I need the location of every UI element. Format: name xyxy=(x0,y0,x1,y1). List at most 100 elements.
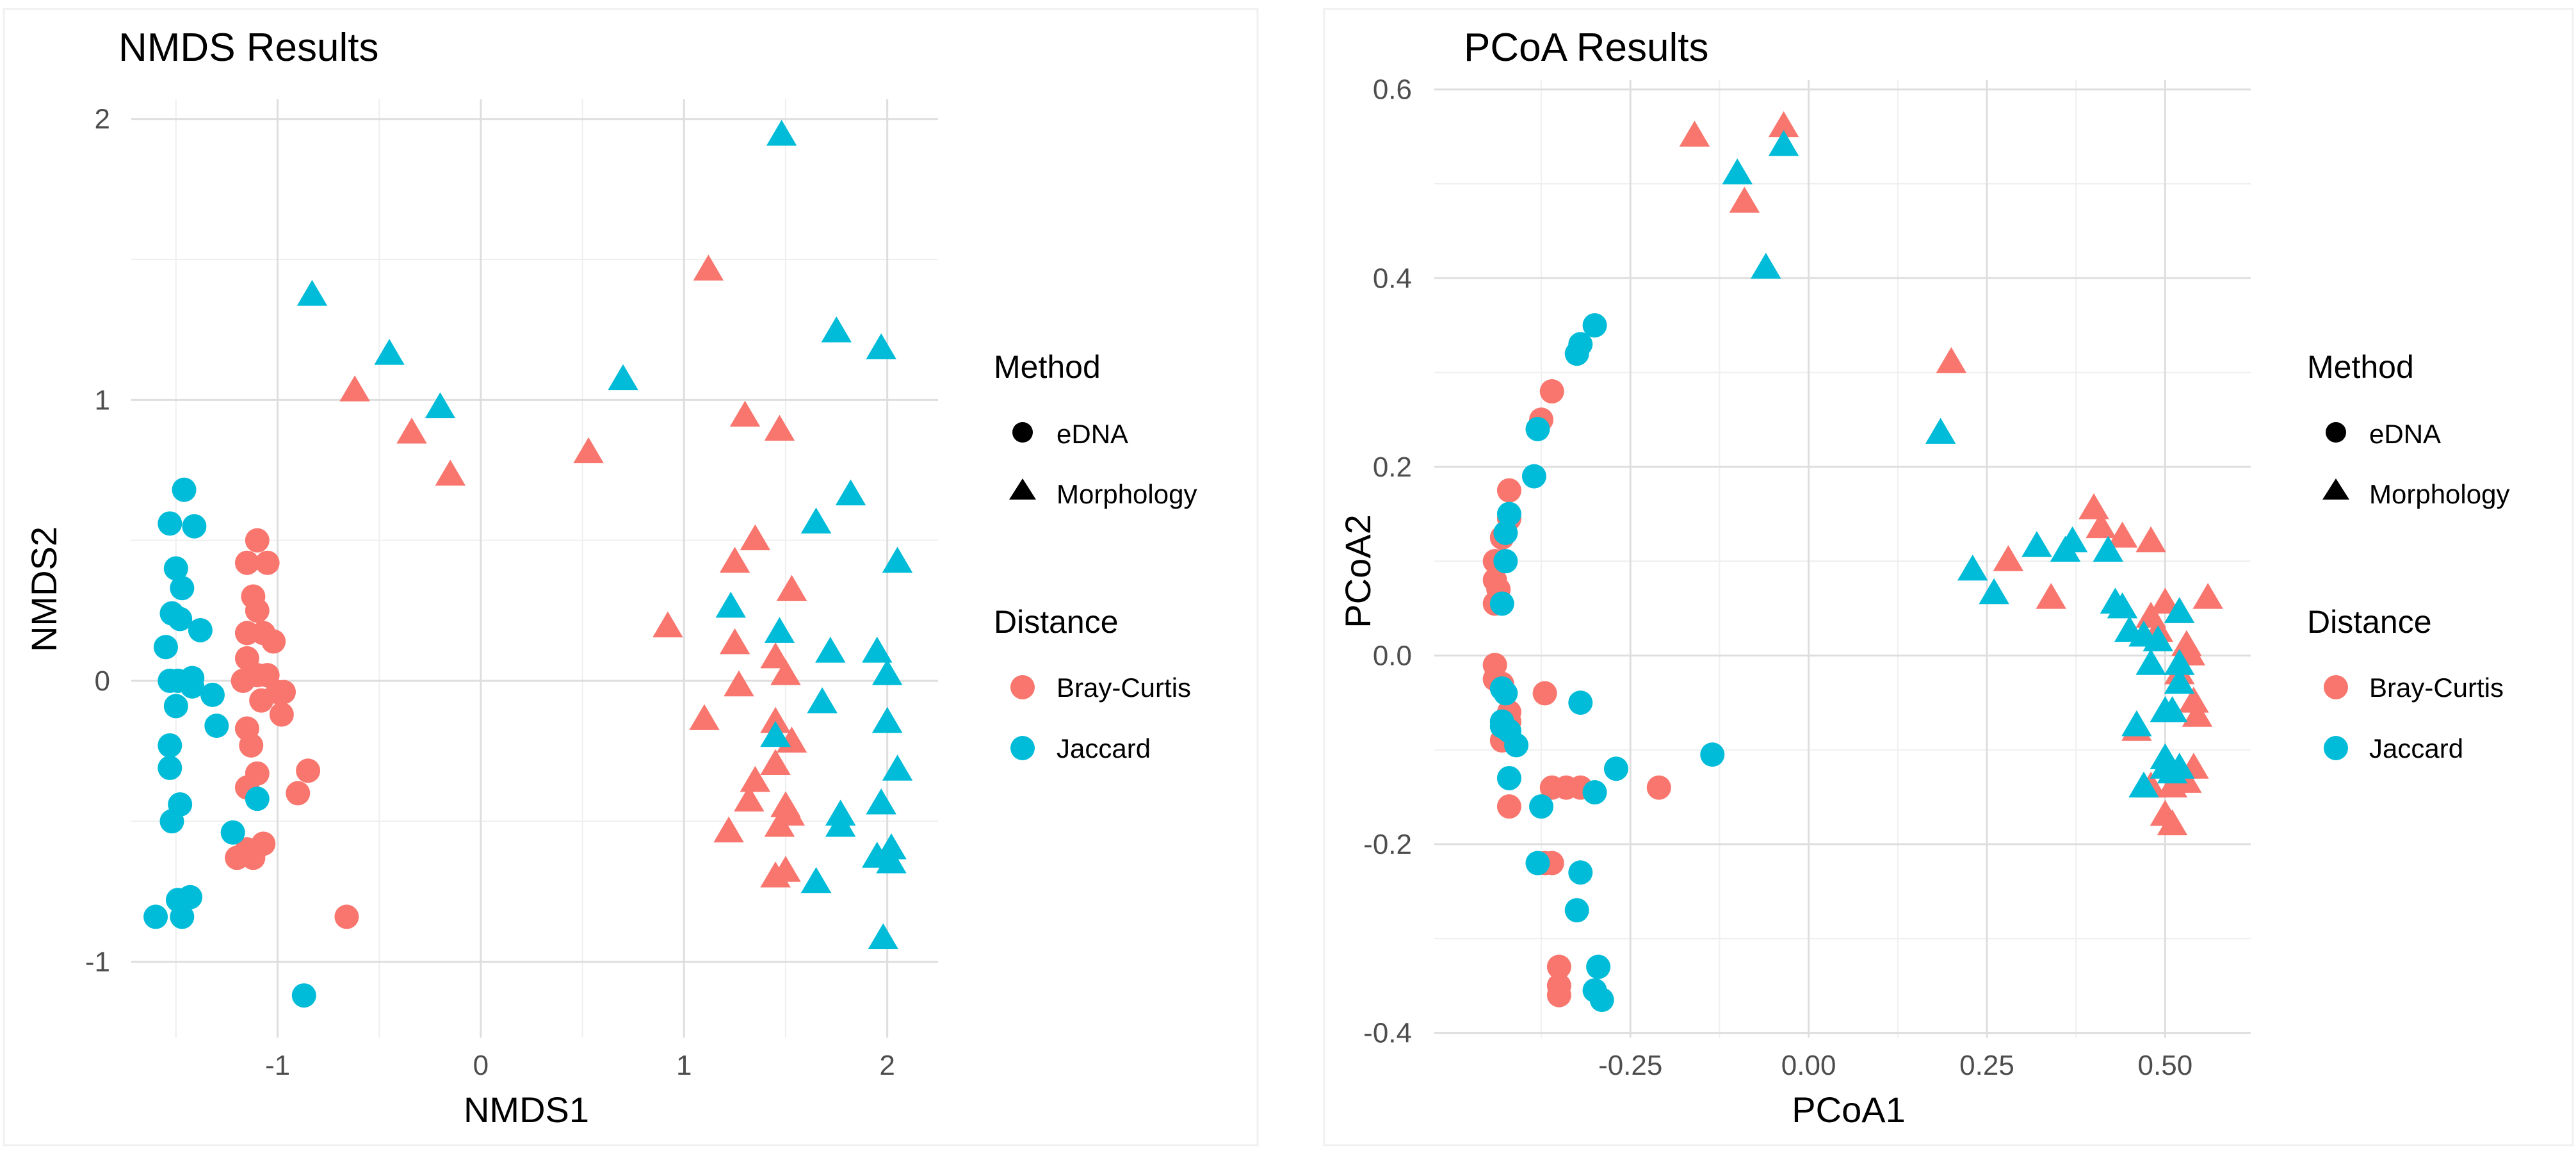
nmds-y-tick-label: 1 xyxy=(95,384,110,416)
pcoa-point-bray-curtis-edna xyxy=(1532,681,1557,706)
nmds-point-bray-curtis-edna xyxy=(241,845,266,870)
pcoa-point-bray-curtis-morphology xyxy=(2135,526,2166,553)
nmds-legend-jaccard-label: Jaccard xyxy=(1057,733,1151,763)
pcoa-point-bray-curtis-morphology xyxy=(2157,771,2188,798)
nmds-point-jaccard-morphology xyxy=(821,316,852,343)
nmds-point-jaccard-edna xyxy=(168,607,193,632)
nmds-legend-method-title: Method xyxy=(994,349,1101,385)
nmds-legend-bray-curtis-label: Bray-Curtis xyxy=(1057,673,1191,703)
pcoa-point-jaccard-edna xyxy=(1489,714,1514,738)
nmds-point-bray-curtis-morphology xyxy=(719,628,750,655)
nmds-point-bray-curtis-morphology xyxy=(689,704,720,730)
nmds-point-jaccard-morphology xyxy=(766,120,797,146)
nmds-point-jaccard-morphology xyxy=(862,842,893,868)
pcoa-point-bray-curtis-edna xyxy=(1496,794,1521,819)
nmds-y-axis-label: NMDS2 xyxy=(24,526,64,652)
nmds-point-jaccard-edna xyxy=(159,809,184,834)
nmds-x-tick-label: 0 xyxy=(473,1050,489,1081)
pcoa-x-axis-label: PCoA1 xyxy=(1792,1089,1905,1130)
nmds-point-bray-curtis-edna xyxy=(245,598,270,623)
pcoa-point-jaccard-edna xyxy=(1521,464,1546,489)
pcoa-point-jaccard-morphology xyxy=(1979,578,2009,605)
nmds-point-jaccard-edna xyxy=(220,820,245,845)
pcoa-point-jaccard-edna xyxy=(1568,860,1593,885)
nmds-x-tick-label: 1 xyxy=(676,1050,692,1081)
pcoa-panel-border xyxy=(1323,8,2574,1146)
pcoa-point-jaccard-edna xyxy=(1564,341,1589,366)
pcoa-y-tick-label: -0.2 xyxy=(1363,829,1412,860)
pcoa-points xyxy=(1482,111,2223,1013)
pcoa-point-jaccard-morphology xyxy=(2135,649,2166,675)
pcoa-x-tick-label: 0.00 xyxy=(1781,1050,1836,1081)
nmds-point-jaccard-edna xyxy=(170,904,195,929)
nmds-point-jaccard-edna xyxy=(200,682,225,707)
nmds-point-bray-curtis-edna xyxy=(245,528,270,553)
nmds-point-jaccard-edna xyxy=(182,514,207,539)
pcoa-point-jaccard-edna xyxy=(1493,549,1518,574)
pcoa-point-jaccard-edna xyxy=(1496,502,1521,526)
pcoa-point-jaccard-edna xyxy=(1582,313,1607,338)
nmds-point-bray-curtis-morphology xyxy=(396,417,427,444)
nmds-points xyxy=(143,120,913,1008)
nmds-point-bray-curtis-morphology xyxy=(764,811,795,837)
pcoa-legend-circle-key xyxy=(2326,422,2346,443)
pcoa-y-tick-label: 0.0 xyxy=(1373,640,1412,671)
pcoa-point-jaccard-morphology xyxy=(2164,667,2195,694)
nmds-point-bray-curtis-edna xyxy=(296,758,321,783)
nmds-point-bray-curtis-morphology xyxy=(740,765,771,792)
nmds-point-bray-curtis-morphology xyxy=(729,400,761,427)
pcoa-point-bray-curtis-edna xyxy=(1646,775,1671,800)
nmds-panel: NMDS Results -1 0 1 2 -1 0 1 2 NMDS1 NMDS2 Meth… xyxy=(3,8,1259,1146)
pcoa-point-jaccard-edna xyxy=(1504,733,1529,758)
nmds-point-jaccard-morphology xyxy=(866,333,896,359)
pcoa-point-bray-curtis-morphology xyxy=(2157,809,2188,836)
pcoa-point-bray-curtis-morphology xyxy=(1679,120,1710,147)
nmds-y-tick-label: 2 xyxy=(95,104,110,135)
nmds-point-bray-curtis-edna xyxy=(249,688,274,713)
nmds-point-jaccard-morphology xyxy=(835,479,866,505)
pcoa-x-tick-label: 0.50 xyxy=(2138,1050,2193,1081)
nmds-point-bray-curtis-edna xyxy=(231,668,255,693)
pcoa-point-jaccard-edna xyxy=(1700,742,1725,767)
nmds-point-jaccard-morphology xyxy=(825,811,856,837)
pcoa-point-jaccard-morphology xyxy=(2093,535,2124,562)
pcoa-point-jaccard-morphology xyxy=(2164,597,2195,623)
nmds-point-jaccard-edna xyxy=(163,556,188,581)
nmds-point-jaccard-morphology xyxy=(374,339,405,365)
pcoa-point-bray-curtis-edna xyxy=(1546,983,1571,1007)
nmds-point-jaccard-morphology xyxy=(868,923,899,949)
nmds-point-bray-curtis-morphology xyxy=(760,642,791,669)
nmds-point-jaccard-morphology xyxy=(871,706,903,733)
pcoa-point-jaccard-edna xyxy=(1496,765,1521,790)
pcoa-point-jaccard-edna xyxy=(1589,988,1614,1013)
pcoa-legend-bray-curtis-label: Bray-Curtis xyxy=(2369,673,2504,703)
pcoa-point-bray-curtis-morphology xyxy=(2107,521,2138,548)
nmds-x-tick-label: -1 xyxy=(265,1050,290,1081)
pcoa-legend-triangle-key xyxy=(2322,478,2349,500)
nmds-point-jaccard-morphology xyxy=(871,659,903,685)
pcoa-y-tick-label: -0.4 xyxy=(1363,1018,1412,1049)
pcoa-point-jaccard-edna xyxy=(1582,780,1607,805)
nmds-point-jaccard-morphology xyxy=(800,507,832,534)
nmds-legend: Method eDNA Morphology Distance Bray-Cur… xyxy=(994,349,1197,763)
nmds-point-jaccard-morphology xyxy=(760,721,791,747)
nmds-point-bray-curtis-morphology xyxy=(652,611,683,638)
pcoa-point-jaccard-morphology xyxy=(2121,710,2152,737)
nmds-y-tick-label: 0 xyxy=(95,665,110,697)
pcoa-title: PCoA Results xyxy=(1464,26,1709,70)
pcoa-point-jaccard-edna xyxy=(1603,756,1628,781)
nmds-point-bray-curtis-morphology xyxy=(740,524,771,551)
pcoa-legend-distance-title: Distance xyxy=(2307,604,2432,640)
nmds-point-jaccard-edna xyxy=(158,733,182,758)
nmds-point-jaccard-edna xyxy=(143,904,168,929)
nmds-point-jaccard-morphology xyxy=(425,392,456,418)
pcoa-y-tick-label: 0.4 xyxy=(1373,263,1412,294)
nmds-point-bray-curtis-edna xyxy=(261,629,286,654)
pcoa-point-bray-curtis-morphology xyxy=(1993,545,2024,571)
pcoa-point-jaccard-morphology xyxy=(2021,531,2052,557)
nmds-point-bray-curtis-edna xyxy=(269,702,294,727)
pcoa-point-bray-curtis-morphology xyxy=(1729,186,1760,213)
pcoa-point-jaccard-morphology xyxy=(2164,649,2195,675)
nmds-point-jaccard-edna xyxy=(291,983,316,1008)
